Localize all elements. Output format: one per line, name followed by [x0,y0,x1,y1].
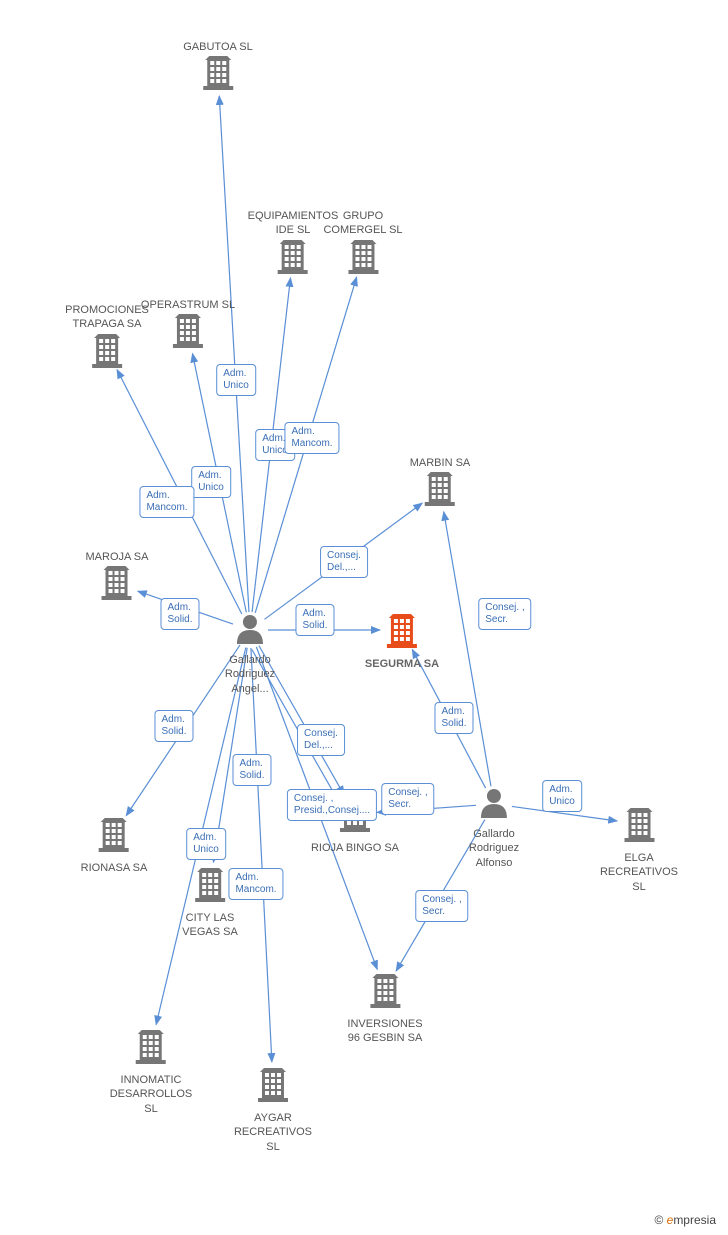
person-node-alfonso[interactable]: Gallardo Rodriguez Alfonso [469,786,519,870]
node-label: MAROJA SA [86,550,149,564]
person-icon [469,786,519,823]
node-label: RIONASA SA [81,861,148,875]
node-label: GRUPO COMERGEL SL [323,209,402,238]
node-label: SEGURMA SA [365,657,439,671]
building-icon [81,816,148,857]
edge-label: Consej. , Secr. [381,783,434,815]
edge-label: Consej. Del.,... [320,546,368,578]
building-icon [365,612,439,653]
company-node-segurma[interactable]: SEGURMA SA [365,612,439,671]
company-node-comergel[interactable]: GRUPO COMERGEL SL [323,205,402,279]
node-label: CITY LAS VEGAS SA [182,911,238,940]
company-node-maroja[interactable]: MAROJA SA [86,546,149,605]
node-label: OPERASTRUM SL [141,298,235,312]
company-node-marbin[interactable]: MARBIN SA [410,452,471,511]
building-icon [323,238,402,279]
company-node-aygar[interactable]: AYGAR RECREATIVOS SL [234,1066,312,1154]
node-label: ELGA RECREATIVOS SL [595,851,684,894]
company-node-promotrap[interactable]: PROMOCIONES TRAPAGA SA [65,299,149,373]
node-label: RIOJA BINGO SA [311,841,399,855]
node-label: PROMOCIONES TRAPAGA SA [65,303,149,332]
edge-label: Consej. , Presid.,Consej.... [287,789,377,821]
edge-label: Adm. Mancom. [284,422,339,454]
edge-label: Adm. Unico [542,780,582,812]
node-label: GABUTOA SL [183,40,253,54]
copyright-symbol: © [654,1213,663,1227]
edge-label: Adm. Mancom. [228,868,283,900]
building-icon [234,1066,312,1107]
edge-label: Adm. Solid. [434,702,473,734]
edge-label: Adm. Solid. [295,604,334,636]
company-node-rionasa[interactable]: RIONASA SA [81,816,148,875]
person-icon [225,612,275,649]
copyright: © empresia [654,1213,716,1227]
building-icon [86,564,149,605]
building-icon [595,806,684,847]
edge-label: Adm. Solid. [154,710,193,742]
edge-line [444,512,491,787]
company-node-inversiones[interactable]: INVERSIONES 96 GESBIN SA [347,972,422,1046]
edge-label: Adm. Solid. [160,598,199,630]
building-icon [141,312,235,353]
copyright-brand: empresia [667,1213,716,1227]
edge-label: Consej. , Secr. [478,598,531,630]
building-icon [65,332,149,373]
edge-label: Consej. Del.,... [297,724,345,756]
node-label: Gallardo Rodriguez Angel... [225,653,275,696]
node-label: INNOMATIC DESARROLLOS SL [110,1073,193,1116]
company-node-operastrum[interactable]: OPERASTRUM SL [141,294,235,353]
edge-label: Adm. Unico [191,466,231,498]
node-label: INVERSIONES 96 GESBIN SA [347,1017,422,1046]
edge-label: Consej. , Secr. [415,890,468,922]
company-node-gabutoa[interactable]: GABUTOA SL [183,36,253,95]
building-icon [183,54,253,95]
company-node-innomatic[interactable]: INNOMATIC DESARROLLOS SL [110,1028,193,1116]
node-label: Gallardo Rodriguez Alfonso [469,827,519,870]
edge-label: Adm. Unico [216,364,256,396]
edge-label: Adm. Mancom. [139,486,194,518]
edge-label: Adm. Solid. [232,754,271,786]
person-node-angel[interactable]: Gallardo Rodriguez Angel... [225,612,275,696]
edge-label: Adm. Unico [186,828,226,860]
edge-line [219,96,249,612]
company-node-elga[interactable]: ELGA RECREATIVOS SL [595,806,684,894]
node-label: MARBIN SA [410,456,471,470]
building-icon [347,972,422,1013]
edge-line [251,648,272,1062]
building-icon [110,1028,193,1069]
building-icon [410,470,471,511]
node-label: AYGAR RECREATIVOS SL [234,1111,312,1154]
